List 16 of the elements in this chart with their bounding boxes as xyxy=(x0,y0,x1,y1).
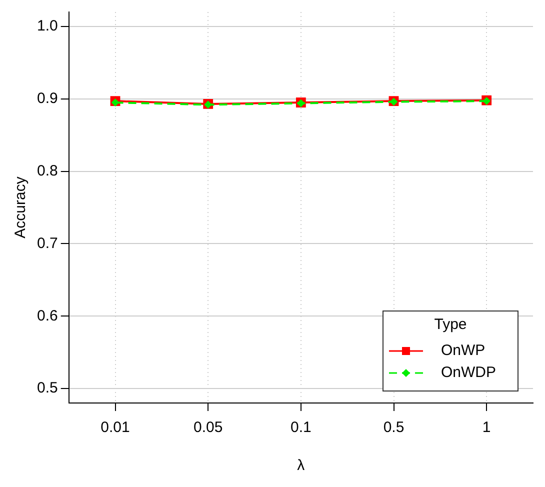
legend-title: Type xyxy=(434,316,467,334)
y-tick-label: 0.5 xyxy=(36,380,58,397)
x-tick-label: 0.5 xyxy=(383,419,404,436)
x-tick-label: 0.05 xyxy=(193,419,223,436)
y-axis-title: Accuracy xyxy=(12,176,30,238)
y-tick-label: 0.6 xyxy=(36,307,58,324)
y-tick-label: 1.0 xyxy=(36,18,58,35)
legend-label: OnWDP xyxy=(441,364,496,382)
y-tick-label: 0.8 xyxy=(36,162,58,180)
y-tick-label: 0.7 xyxy=(36,234,58,252)
x-tick-label: 0.01 xyxy=(100,419,130,436)
legend-label: OnWP xyxy=(441,342,486,360)
y-tick-label: 0.9 xyxy=(36,90,58,108)
x-tick-label: 0.1 xyxy=(290,419,312,436)
x-axis-title: λ xyxy=(297,457,306,474)
x-tick-label: 1 xyxy=(482,419,491,436)
